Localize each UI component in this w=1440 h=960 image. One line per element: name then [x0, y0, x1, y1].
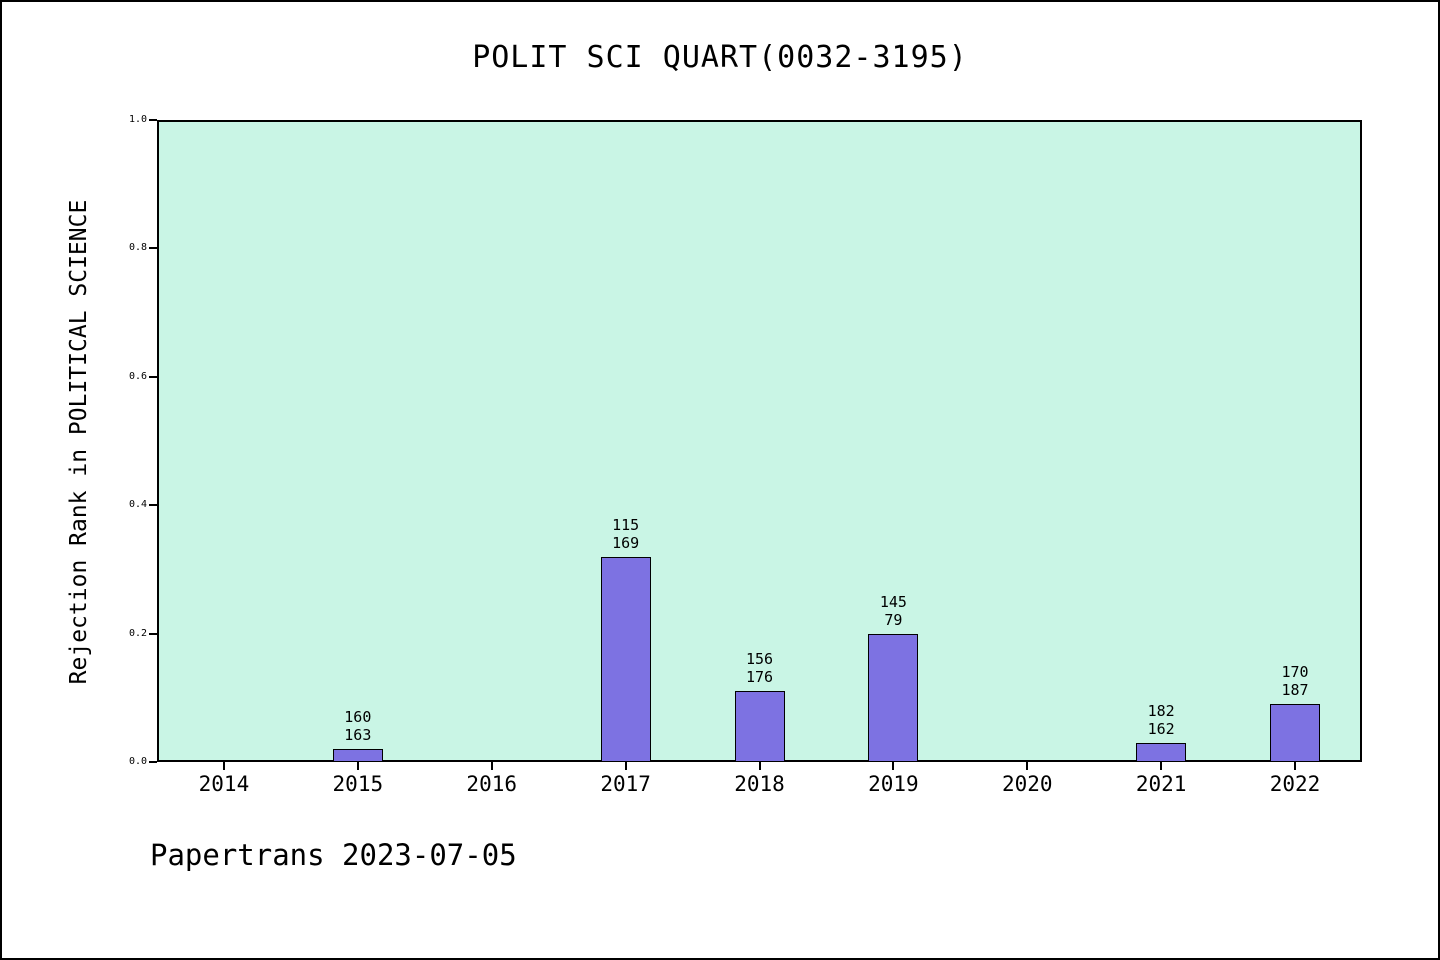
x-tick-label: 2021	[1135, 772, 1187, 796]
y-tick-mark	[149, 119, 157, 121]
bar-value-line: 187	[1281, 681, 1309, 699]
bar-value-line: 160	[344, 708, 372, 726]
bar-value-line: 162	[1147, 720, 1175, 738]
chart-title: POLIT SCI QUART(0032-3195)	[472, 40, 968, 75]
bar-value-label: 160 163	[298, 708, 418, 744]
y-tick-mark	[149, 247, 157, 250]
x-tick-mark	[356, 762, 359, 770]
y-axis-label: Rejection Rank in POLITICAL SCIENCE	[66, 199, 92, 685]
bar-2015	[332, 749, 383, 762]
bar-value-label: 182 162	[1101, 702, 1221, 738]
bar-2022	[1270, 704, 1321, 762]
x-tick-mark	[1026, 762, 1029, 770]
y-tick-mark	[149, 632, 157, 635]
bar-value-line: 169	[612, 534, 640, 552]
x-tick-label: 2018	[734, 772, 785, 796]
plot-area	[157, 120, 1362, 762]
x-tick-mark	[892, 762, 895, 770]
bar-value-label: 145 79	[833, 593, 953, 629]
bar-2019	[868, 634, 919, 762]
x-tick-mark	[624, 762, 627, 770]
bar-value-line: 170	[1281, 663, 1309, 681]
y-tick-mark	[149, 375, 157, 378]
x-tick-mark	[758, 762, 761, 770]
x-tick-label: 2015	[332, 772, 384, 796]
bar-2017	[600, 557, 651, 762]
x-tick-label: 2022	[1269, 772, 1321, 796]
y-tick-label: 0.4	[128, 499, 147, 511]
y-tick-label: 1.0	[128, 114, 147, 125]
bar-value-line: 115	[612, 516, 640, 534]
x-tick-mark	[1294, 762, 1297, 770]
x-tick-mark	[490, 762, 493, 770]
bar-value-line: 156	[745, 650, 774, 668]
bar-value-line: 145	[879, 593, 907, 611]
x-tick-label: 2017	[600, 772, 651, 796]
y-tick-mark	[149, 504, 157, 507]
y-tick-label: 0.8	[128, 242, 147, 254]
bar-value-line: 79	[884, 611, 903, 629]
x-tick-label: 2019	[868, 772, 919, 796]
x-tick-label: 2020	[1001, 772, 1053, 796]
y-tick-label: 0.2	[128, 627, 147, 639]
watermark-text: Papertrans 2023-07-05	[150, 838, 517, 872]
bar-value-label: 170 187	[1235, 663, 1355, 699]
bar-value-label: 156 176	[700, 650, 820, 686]
bar-value-label: 115 169	[566, 516, 686, 552]
x-tick-mark	[222, 762, 225, 770]
y-tick-label: 0.6	[128, 370, 147, 382]
bar-2018	[734, 691, 785, 762]
bar-value-line: 182	[1147, 702, 1175, 720]
bar-value-line: 176	[745, 668, 774, 686]
x-tick-label: 2014	[198, 772, 250, 796]
y-tick-label: 0.0	[128, 756, 147, 767]
bar-value-line: 163	[344, 726, 372, 744]
y-tick-mark	[149, 761, 157, 763]
bar-2021	[1136, 743, 1187, 762]
x-tick-mark	[1160, 762, 1163, 770]
x-tick-label: 2016	[466, 772, 517, 796]
